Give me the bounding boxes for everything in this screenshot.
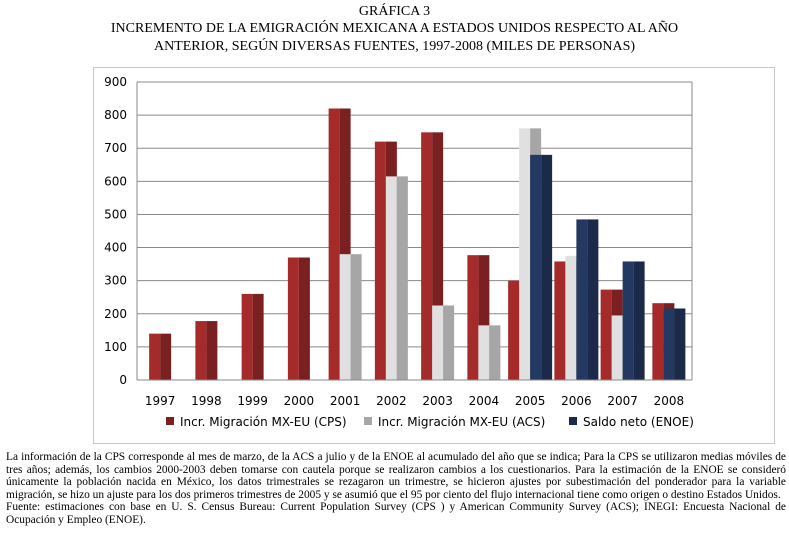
- source-note: Fuente: estimaciones con base en U. S. C…: [6, 501, 786, 526]
- bar-dark-face: [587, 219, 599, 380]
- legend-label: Incr. Migración MX-EU (CPS): [180, 415, 347, 429]
- bar-light-face: [149, 333, 161, 380]
- bar-cps-2000: [287, 257, 310, 380]
- bar-cps-2004: [467, 255, 490, 380]
- bar-enoe-2006: [576, 219, 599, 380]
- y-tick-label: 200: [104, 307, 127, 321]
- bar-dark-face: [478, 255, 490, 380]
- bar-light-face: [287, 257, 299, 380]
- y-tick-label: 600: [104, 174, 127, 188]
- bar-enoe-2007: [622, 261, 645, 380]
- bar-acs-2002: [385, 176, 408, 380]
- bar-light-face: [600, 289, 612, 380]
- x-tick-label: 2008: [654, 394, 685, 408]
- bar-acs-2004: [478, 325, 501, 380]
- bar-enoe-2005: [530, 154, 553, 380]
- bar-light-face: [554, 261, 566, 380]
- bar-light-face: [663, 308, 675, 380]
- x-tick-label: 1997: [145, 394, 176, 408]
- y-tick-label: 900: [104, 75, 127, 89]
- x-tick-label: 2005: [515, 394, 546, 408]
- chart-title-line-1: INCREMENTO DE LA EMIGRACIÓN MEXICANA A E…: [110, 21, 679, 36]
- bar-dark-face: [339, 108, 351, 380]
- bar-light-face: [478, 325, 490, 380]
- bar-cps-1998: [195, 321, 218, 380]
- x-tick-label: 2007: [607, 394, 638, 408]
- bar-light-face: [432, 305, 444, 380]
- bar-dark-face: [674, 308, 686, 380]
- y-tick-label: 400: [104, 241, 127, 255]
- bar-dark-face: [443, 305, 455, 380]
- bar-light-face: [195, 321, 207, 380]
- bar-acs-2001: [339, 254, 362, 380]
- bar-cps-2001: [328, 108, 351, 380]
- bar-chart: 0 100 200 300 400 500 600 700 800 900 1997 1998 1999…: [104, 75, 694, 429]
- bar-cps-2003: [421, 132, 444, 380]
- bar-light-face: [374, 141, 386, 380]
- y-tick-label: 100: [104, 340, 127, 354]
- bar-light-face: [385, 176, 397, 380]
- bar-light-face: [339, 254, 351, 380]
- bar-dark-face: [350, 254, 362, 380]
- bar-dark-face: [489, 325, 501, 380]
- bar-dark-face: [541, 154, 553, 380]
- bar-dark-face: [206, 321, 218, 380]
- bar-light-face: [530, 154, 542, 380]
- y-tick-label: 700: [104, 141, 127, 155]
- bar-enoe-2008: [663, 308, 686, 380]
- legend-swatch: [364, 417, 372, 425]
- bar-cps-1997: [149, 333, 172, 380]
- bar-light-face: [576, 219, 588, 380]
- x-tick-label: 1999: [237, 394, 268, 408]
- bar-light-face: [565, 255, 577, 380]
- methodology-note: La información de la CPS corresponde al …: [6, 451, 786, 501]
- x-tick-label: 2002: [376, 394, 407, 408]
- bar-dark-face: [396, 176, 408, 380]
- x-tick-label: 2003: [422, 394, 453, 408]
- bar-light-face: [467, 255, 479, 380]
- bar-cps-1999: [241, 293, 264, 380]
- x-tick-label: 2000: [284, 394, 315, 408]
- bar-light-face: [652, 303, 664, 380]
- bar-dark-face: [252, 293, 264, 380]
- plot-area: [137, 82, 692, 380]
- bar-light-face: [241, 293, 253, 380]
- x-tick-label: 1998: [191, 394, 222, 408]
- bar-light-face: [519, 128, 531, 380]
- bar-light-face: [421, 132, 433, 380]
- chart-title-line-2: ANTERIOR, SEGÚN DIVERSAS FUENTES, 1997-2…: [153, 39, 636, 54]
- x-tick-label: 2006: [561, 394, 592, 408]
- legend-label: Saldo neto (ENOE): [583, 415, 694, 429]
- y-tick-label: 300: [104, 274, 127, 288]
- bar-dark-face: [633, 261, 645, 380]
- x-tick-label: 2004: [469, 394, 500, 408]
- y-tick-label: 0: [119, 373, 127, 387]
- figure-label: GRÁFICA 3: [358, 4, 431, 19]
- bar-light-face: [611, 315, 623, 380]
- legend-swatch: [166, 417, 174, 425]
- y-tick-label: 800: [104, 108, 127, 122]
- bar-dark-face: [432, 132, 444, 380]
- bar-light-face: [508, 280, 520, 380]
- bar-acs-2003: [432, 305, 455, 380]
- bar-dark-face: [160, 333, 172, 380]
- x-tick-label: 2001: [330, 394, 361, 408]
- bar-dark-face: [298, 257, 310, 380]
- legend-label: Incr. Migración MX-EU (ACS): [378, 415, 545, 429]
- chart-notes: La información de la CPS corresponde al …: [6, 451, 786, 527]
- bar-light-face: [622, 261, 634, 380]
- legend-swatch: [569, 417, 577, 425]
- chart-frame: 0 100 200 300 400 500 600 700 800 900 1997 1998 1999…: [93, 67, 775, 444]
- y-tick-label: 500: [104, 207, 127, 221]
- bar-light-face: [328, 108, 340, 380]
